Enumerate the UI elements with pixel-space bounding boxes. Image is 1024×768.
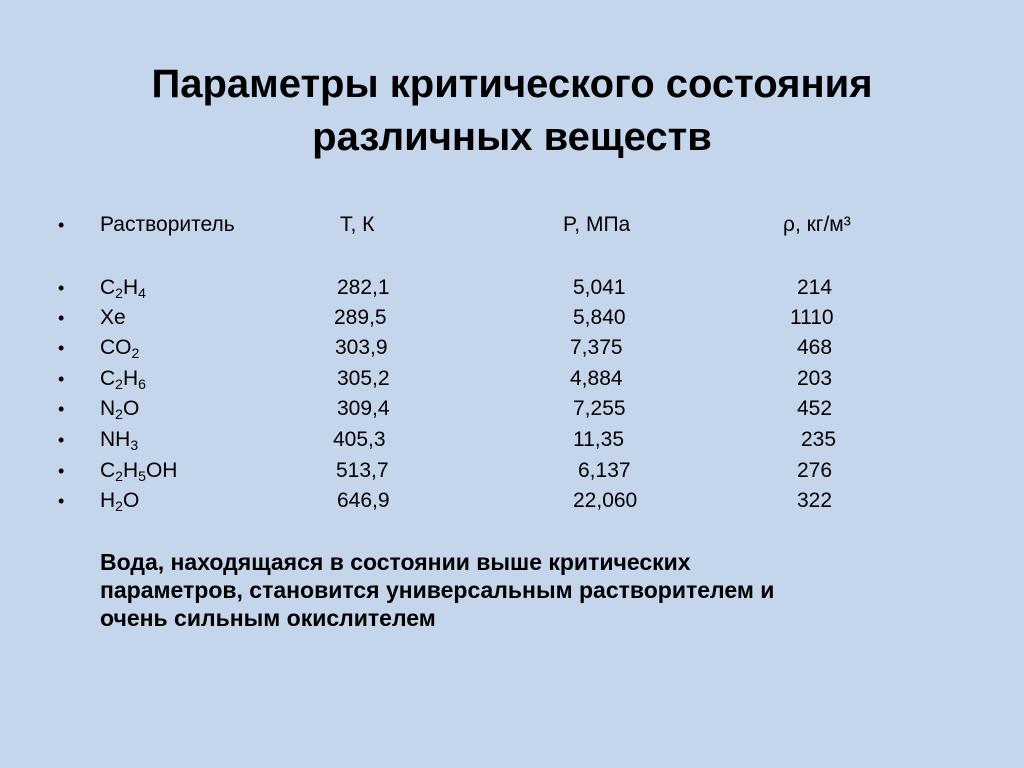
- bullet-icon: •: [58, 308, 65, 328]
- table-row: • H2O 646,9 22,060 322: [0, 486, 1024, 516]
- slide-title-line-2: различных веществ: [312, 115, 712, 159]
- bullet-icon: •: [58, 278, 65, 298]
- pressure-value: 5,840: [573, 306, 626, 329]
- bullet-icon: •: [58, 369, 65, 389]
- bullet-icon: •: [58, 461, 65, 481]
- bullet-icon: •: [58, 338, 65, 358]
- substance-formula: H2O: [100, 489, 140, 514]
- pressure-value: 7,255: [573, 397, 626, 420]
- slide-title: Параметры критического состояния различн…: [0, 58, 1024, 164]
- header-pressure: P, МПа: [563, 213, 631, 236]
- note-line-3: очень сильным окислителем: [100, 605, 436, 631]
- pressure-value: 5,041: [573, 276, 626, 299]
- density-value: 235: [801, 428, 837, 451]
- density-value: 203: [797, 367, 833, 390]
- table-row: • C2H6 305,2 4,884 203: [0, 364, 1024, 394]
- bullet-icon: •: [58, 491, 65, 511]
- table-row: • Xe 289,5 5,840 1110: [0, 303, 1024, 333]
- temperature-value: 282,1: [337, 276, 390, 299]
- conclusion-note: Вода, находящаяся в состоянии выше крити…: [100, 548, 980, 632]
- substance-formula: Xe: [100, 306, 126, 329]
- density-value: 1110: [790, 306, 834, 329]
- table-row: • C2H5OH 513,7 6,137 276: [0, 456, 1024, 486]
- temperature-value: 513,7: [336, 459, 389, 482]
- density-value: 276: [797, 459, 833, 482]
- substance-formula: C2H6: [100, 367, 146, 392]
- substance-formula: NH3: [100, 428, 139, 453]
- table-row: • NH3 405,3 11,35 235: [0, 425, 1024, 455]
- table-row: • CO2 303,9 7,375 468: [0, 333, 1024, 363]
- density-value: 452: [797, 397, 833, 420]
- table-row: • N2O 309,4 7,255 452: [0, 394, 1024, 424]
- bullet-icon: •: [58, 399, 65, 419]
- table-header-row: • Растворитель T, К P, МПа ρ, кг/м³: [0, 210, 1024, 240]
- pressure-value: 22,060: [573, 489, 638, 512]
- temperature-value: 303,9: [335, 336, 388, 359]
- pressure-value: 6,137: [578, 459, 631, 482]
- note-line-1: Вода, находящаяся в состоянии выше крити…: [100, 549, 691, 575]
- temperature-value: 405,3: [333, 428, 386, 451]
- table-row: • C2H4 282,1 5,041 214: [0, 273, 1024, 303]
- temperature-value: 309,4: [337, 397, 390, 420]
- note-line-2: параметров, становится универсальным рас…: [100, 577, 775, 603]
- temperature-value: 305,2: [337, 367, 390, 390]
- density-value: 214: [797, 276, 833, 299]
- temperature-value: 289,5: [334, 306, 387, 329]
- substance-formula: CO2: [100, 336, 140, 361]
- substance-formula: N2O: [100, 397, 140, 422]
- substance-formula: C2H5OH: [100, 459, 178, 484]
- bullet-icon: •: [58, 430, 65, 450]
- substance-formula: C2H4: [100, 276, 146, 301]
- density-value: 322: [797, 489, 833, 512]
- pressure-value: 7,375: [570, 336, 623, 359]
- slide-title-line-1: Параметры критического состояния: [151, 62, 873, 106]
- header-density: ρ, кг/м³: [783, 213, 851, 236]
- pressure-value: 11,35: [573, 428, 624, 451]
- pressure-value: 4,884: [570, 367, 623, 390]
- density-value: 468: [797, 336, 833, 359]
- bullet-icon: •: [58, 215, 65, 235]
- header-temperature: T, К: [340, 213, 375, 236]
- header-solvent: Растворитель: [100, 213, 235, 236]
- temperature-value: 646,9: [337, 489, 390, 512]
